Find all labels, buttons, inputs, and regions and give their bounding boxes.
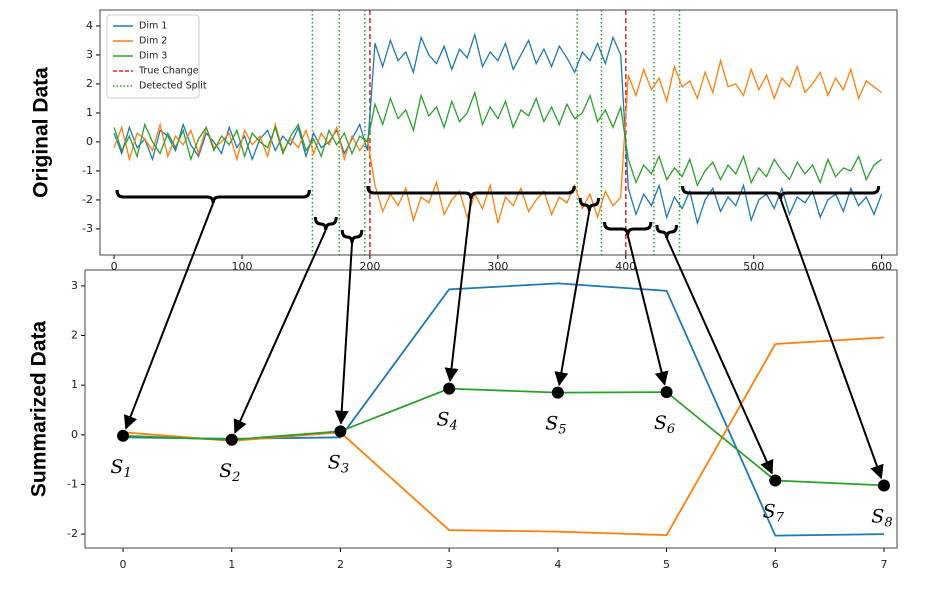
- point-label: S2: [219, 460, 240, 485]
- point-label-main: S: [328, 451, 341, 473]
- arrow: [779, 198, 884, 480]
- annotations: [115, 185, 884, 480]
- legend-label: True Change: [138, 66, 199, 77]
- point-label-main: S: [763, 500, 776, 522]
- y-tick-label: 3: [71, 279, 78, 292]
- x-tick-label: 5: [663, 558, 670, 571]
- legend-label: Detected Split: [139, 81, 207, 92]
- arrow: [123, 202, 215, 430]
- point-label-sub: 4: [449, 418, 458, 433]
- y-tick-label: -2: [67, 527, 78, 540]
- arrow: [334, 242, 354, 425]
- x-tick-label: 7: [880, 558, 887, 571]
- y-tick-label: 0: [71, 428, 78, 441]
- point-label-main: S: [436, 409, 449, 431]
- point-label-main: S: [545, 413, 558, 435]
- bracket: [655, 224, 679, 239]
- y-tick-label: 4: [86, 19, 93, 32]
- point-label-sub: 1: [123, 465, 131, 480]
- plot-frame: [84, 269, 898, 549]
- bracket: [578, 197, 600, 212]
- y-tick-label: 2: [86, 77, 93, 90]
- summary-point: [660, 386, 673, 399]
- series-line: [113, 90, 882, 188]
- point-label: S7: [763, 500, 785, 525]
- plot-background: [85, 270, 897, 548]
- series-line: [122, 387, 885, 487]
- point-label: S3: [328, 451, 349, 476]
- legend-box: [106, 14, 200, 99]
- y-tick-label: -1: [82, 164, 93, 177]
- point-label-sub: 3: [341, 461, 349, 476]
- arrow: [626, 234, 669, 386]
- point-label-main: S: [871, 505, 884, 527]
- arrow: [444, 198, 472, 383]
- y-tick-label: 1: [71, 378, 78, 391]
- series-line: [113, 58, 882, 224]
- point-label: S6: [654, 412, 675, 437]
- point-label: S4: [436, 409, 457, 434]
- arrow: [665, 237, 774, 475]
- y-tick-label: -2: [82, 193, 93, 206]
- y-tick-label: 1: [86, 106, 93, 119]
- arrow: [554, 210, 591, 387]
- x-tick-label: 0: [120, 558, 127, 571]
- y-tick-label: -3: [82, 222, 93, 235]
- point-label-main: S: [654, 412, 667, 434]
- summary-point: [769, 474, 782, 487]
- point-label-main: S: [110, 456, 123, 478]
- y-axis-label: Summarized Data: [28, 321, 51, 498]
- bracket: [340, 229, 364, 244]
- legend-label: Dim 3: [139, 51, 167, 62]
- point-label-sub: 5: [558, 422, 566, 437]
- x-tick-label: 1: [228, 558, 235, 571]
- point-label-main: S: [219, 460, 232, 482]
- point-label-sub: 6: [667, 422, 675, 437]
- point-label: S1: [110, 456, 131, 481]
- x-tick-label: 4: [554, 558, 561, 571]
- summary-point: [117, 429, 130, 442]
- summary-point: [443, 382, 456, 395]
- y-tick-label: -1: [67, 477, 78, 490]
- summary-point: [877, 479, 890, 492]
- point-label-sub: 2: [231, 469, 240, 484]
- summary-point: [225, 433, 238, 446]
- plot-background: [100, 10, 897, 255]
- bracket: [681, 185, 881, 200]
- legend-label: Dim 1: [139, 21, 167, 32]
- point-label: S5: [545, 413, 566, 438]
- plot-frame: [99, 9, 898, 256]
- x-tick-label: 6: [772, 558, 779, 571]
- x-tick-label: 2: [337, 558, 344, 571]
- series-line: [122, 336, 885, 537]
- y-tick-label: 3: [86, 48, 93, 61]
- point-label: S8: [871, 505, 892, 530]
- summary-point: [551, 386, 564, 399]
- legend-label: Dim 2: [139, 36, 167, 47]
- arrow: [233, 229, 327, 434]
- x-tick-label: 0: [111, 260, 118, 273]
- summary-point: [334, 425, 347, 438]
- y-tick-label: 2: [71, 329, 78, 342]
- point-label-sub: 8: [884, 515, 892, 530]
- y-tick-label: 0: [86, 135, 93, 148]
- x-tick-label: 3: [446, 558, 453, 571]
- point-label-sub: 7: [776, 510, 785, 525]
- y-axis-label: Original Data: [30, 67, 53, 198]
